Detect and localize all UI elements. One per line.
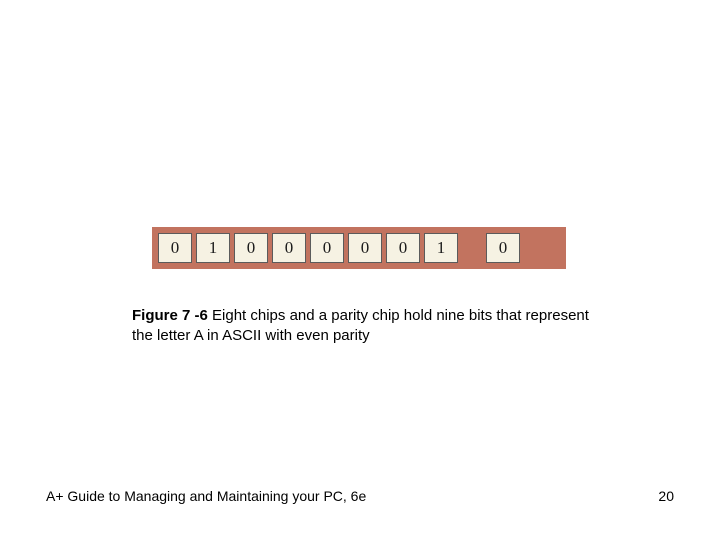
data-chip: 0 [272,233,306,263]
chip-bar: 010000010 [151,226,567,270]
data-chip: 0 [386,233,420,263]
data-chip: 0 [310,233,344,263]
figure-caption: Figure 7 -6 Eight chips and a parity chi… [132,306,612,347]
figure-label: Figure 7 -6 [132,307,208,324]
data-chip: 1 [196,233,230,263]
data-chip: 1 [424,233,458,263]
footer-book-title: A+ Guide to Managing and Maintaining you… [46,488,366,504]
parity-chip: 0 [486,233,520,263]
data-chip: 0 [158,233,192,263]
footer-page-number: 20 [658,488,674,504]
data-chip: 0 [234,233,268,263]
data-chip: 0 [348,233,382,263]
